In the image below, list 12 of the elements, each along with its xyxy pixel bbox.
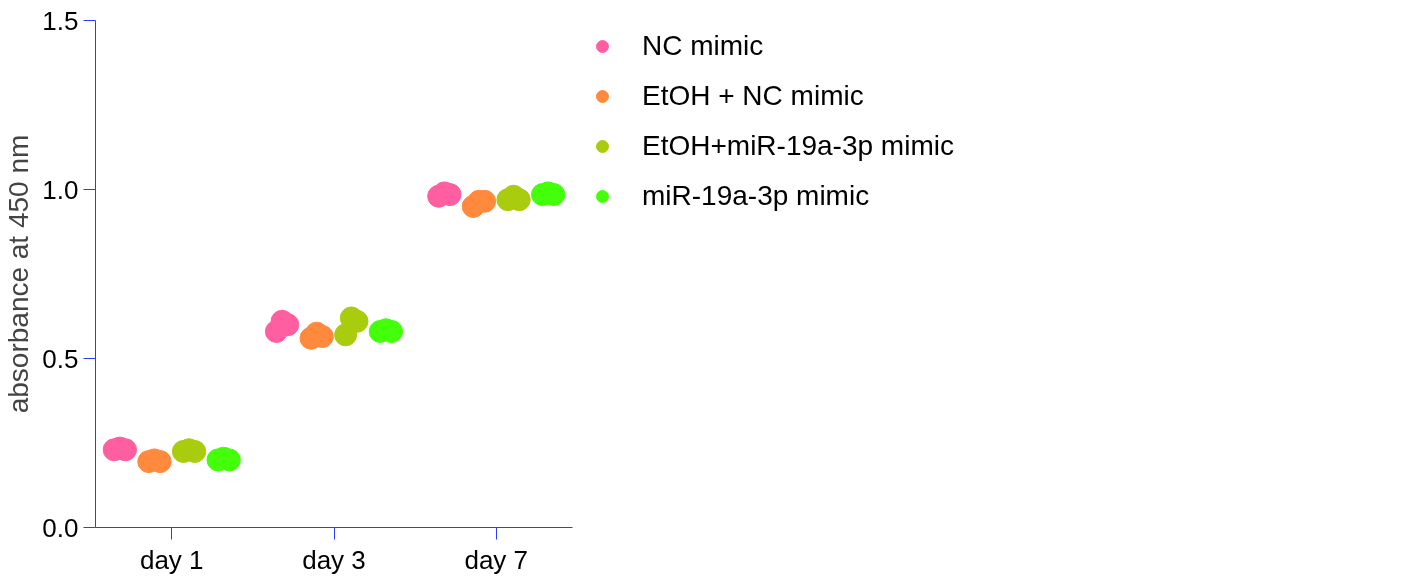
- legend-label: EtOH+miR-19a-3p mimic: [642, 130, 954, 162]
- y-tick-label: 1.0: [42, 174, 79, 205]
- legend-label: NC mimic: [642, 30, 764, 62]
- y-tick-label: 1.5: [42, 5, 79, 36]
- x-tick-label: day 7: [464, 544, 529, 575]
- legend-label: miR-19a-3p mimic: [642, 180, 870, 212]
- y-tick-label: 0.0: [42, 512, 79, 543]
- y-tick-label: 0.5: [42, 343, 79, 374]
- legend-label: EtOH + NC mimic: [642, 80, 864, 112]
- x-tick-label: day 1: [139, 544, 204, 575]
- x-tick-label: day 3: [302, 544, 366, 575]
- y-axis-title: absorbance at 450 nm: [3, 134, 35, 414]
